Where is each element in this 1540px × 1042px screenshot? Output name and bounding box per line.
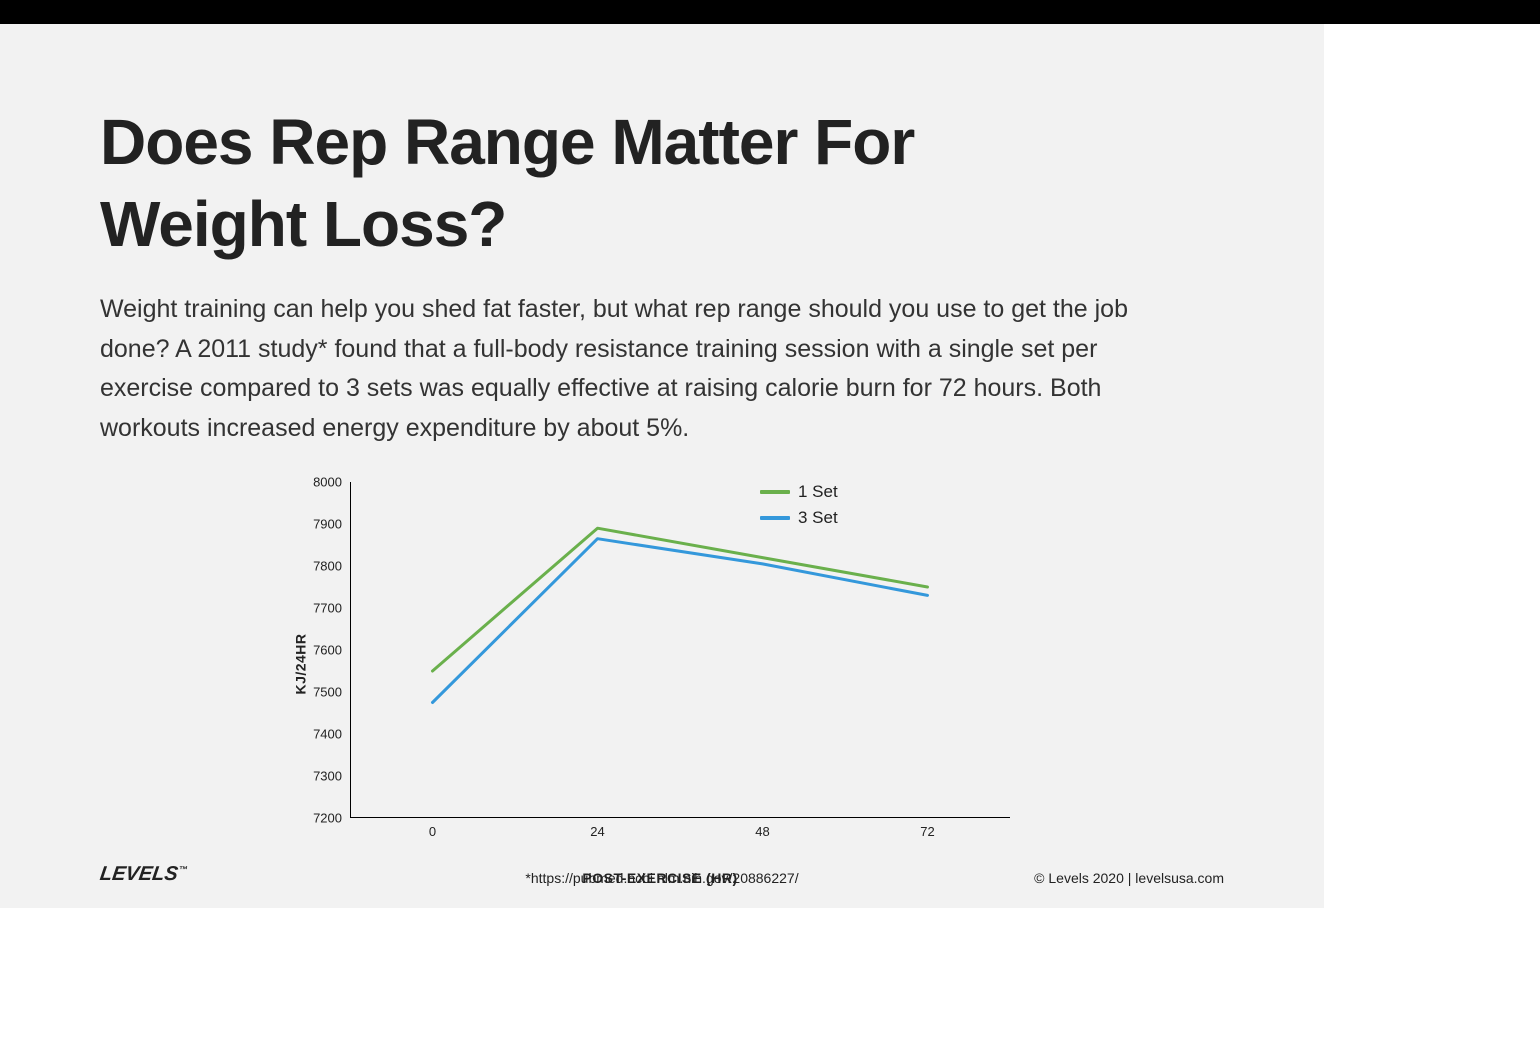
y-tick-label: 7300 — [313, 769, 342, 784]
logo-text: LEVELS — [99, 863, 180, 885]
y-tick-label: 7700 — [313, 601, 342, 616]
body-paragraph: Weight training can help you shed fat fa… — [100, 290, 1190, 448]
y-tick-label: 8000 — [313, 475, 342, 490]
footer: LEVELS™ *https://pubmed.ncbi.nlm.nih.gov… — [100, 863, 1224, 886]
y-tick-label: 7800 — [313, 559, 342, 574]
x-tick-label: 24 — [590, 824, 604, 839]
x-tick-label: 48 — [755, 824, 769, 839]
x-tick-label: 72 — [920, 824, 934, 839]
top-bar — [0, 0, 1540, 24]
logo: LEVELS™ — [98, 863, 188, 886]
page-title: Does Rep Range Matter For Weight Loss? — [100, 102, 1100, 266]
legend-swatch — [760, 516, 790, 520]
plot-area: 720073007400750076007700780079008000 024… — [350, 482, 1010, 818]
legend-swatch — [760, 490, 790, 494]
y-tick-label: 7500 — [313, 685, 342, 700]
line-chart: KJ/24HR 72007300740075007600770078007900… — [300, 474, 1020, 854]
legend-item: 3 Set — [760, 506, 838, 530]
legend-item: 1 Set — [760, 480, 838, 504]
x-tick-label: 0 — [429, 824, 436, 839]
legend-label: 1 Set — [798, 480, 838, 504]
chart-svg — [350, 482, 1010, 818]
legend-label: 3 Set — [798, 506, 838, 530]
y-tick-label: 7400 — [313, 727, 342, 742]
y-tick-label: 7900 — [313, 517, 342, 532]
series-line — [433, 539, 928, 703]
infographic-panel: Does Rep Range Matter For Weight Loss? W… — [0, 24, 1324, 908]
copyright: © Levels 2020 | levelsusa.com — [1034, 870, 1224, 886]
y-tick-label: 7600 — [313, 643, 342, 658]
y-axis-label: KJ/24HR — [293, 633, 309, 694]
series-line — [433, 528, 928, 671]
chart-legend: 1 Set3 Set — [760, 480, 838, 532]
footnote: *https://pubmed.ncbi.nlm.nih.gov/2088622… — [525, 870, 798, 886]
y-tick-label: 7200 — [313, 811, 342, 826]
